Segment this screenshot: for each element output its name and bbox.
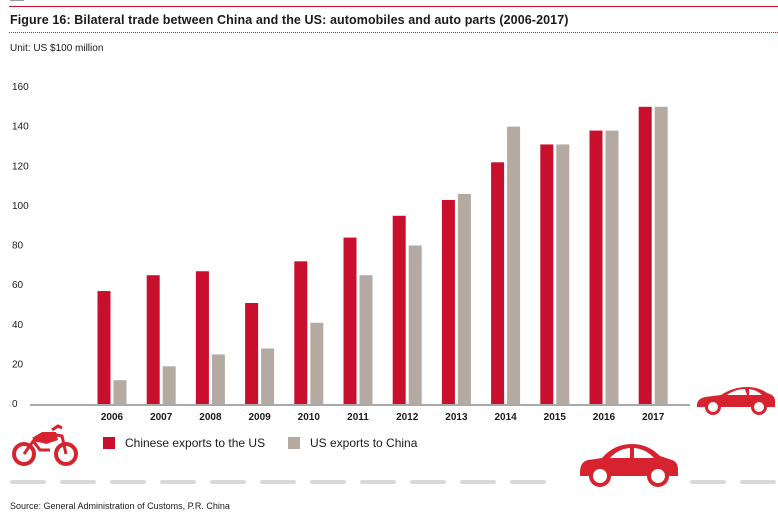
x-tick-label: 2008 — [199, 412, 222, 423]
bar-us-exports — [162, 366, 176, 404]
x-tick-label: 2017 — [642, 412, 665, 423]
legend-label-chinese-exports: Chinese exports to the US — [125, 436, 266, 450]
x-tick-label: 2010 — [298, 412, 321, 423]
bars — [97, 106, 668, 405]
y-tick-label: 80 — [12, 241, 24, 252]
y-tick-label: 140 — [12, 122, 29, 133]
x-tick-label: 2013 — [445, 412, 468, 423]
bar-chinese-exports — [195, 271, 209, 404]
bar-us-exports — [654, 106, 668, 404]
x-axis: 2006 2007 2008 2009 2010 2011 2012 2013 2014 2015… — [101, 412, 665, 423]
top-corner-mark — [10, 0, 24, 4]
bar-us-exports — [310, 322, 324, 404]
x-tick-label: 2014 — [494, 412, 517, 423]
y-tick-label: 100 — [12, 201, 29, 212]
title-divider — [9, 32, 778, 33]
x-tick-label: 2015 — [544, 412, 567, 423]
bar-chinese-exports — [441, 199, 455, 404]
bar-chinese-exports — [294, 261, 308, 404]
bar-chinese-exports — [392, 215, 406, 404]
unit-label: Unit: US $100 million — [10, 43, 104, 54]
bar-chinese-exports — [589, 130, 603, 404]
bar-chinese-exports — [146, 275, 160, 404]
bar-chinese-exports — [245, 302, 259, 404]
bar-chinese-exports — [97, 291, 111, 404]
bar-us-exports — [359, 275, 373, 404]
bar-us-exports — [211, 354, 225, 404]
bar-chinese-exports — [491, 162, 505, 404]
bar-us-exports — [113, 380, 127, 404]
road-dashes — [10, 480, 776, 484]
bar-us-exports — [457, 193, 471, 404]
bar-us-exports — [556, 144, 570, 405]
bar-us-exports — [408, 245, 422, 404]
bar-chinese-exports — [638, 106, 652, 404]
y-tick-label: 160 — [12, 82, 29, 93]
bar-us-exports — [605, 130, 619, 404]
y-tick-label: 0 — [12, 399, 18, 410]
figure-title: Figure 16: Bilateral trade between China… — [10, 13, 569, 27]
legend-item-chinese-exports: Chinese exports to the US — [103, 436, 265, 450]
y-tick-label: 60 — [12, 280, 24, 291]
bar-us-exports — [507, 126, 521, 404]
x-tick-label: 2012 — [396, 412, 419, 423]
bar-chinese-exports — [343, 237, 357, 404]
x-tick-label: 2006 — [101, 412, 124, 423]
legend-swatch-chinese-exports — [103, 437, 115, 449]
motorcycle-icon — [12, 424, 78, 466]
y-tick-label: 40 — [12, 320, 24, 331]
bar-us-exports — [261, 348, 275, 404]
x-tick-label: 2007 — [150, 412, 173, 423]
x-tick-label: 2009 — [248, 412, 271, 423]
y-axis: 0 20 40 60 80 100 120 140 160 — [12, 82, 29, 410]
x-tick-label: 2011 — [347, 412, 369, 423]
y-tick-label: 20 — [12, 359, 24, 370]
x-tick-label: 2016 — [593, 412, 616, 423]
source-note: Source: General Administration of Custom… — [10, 501, 230, 511]
sedan-car-icon — [580, 444, 678, 487]
top-rule — [9, 6, 778, 7]
sports-car-icon — [697, 387, 775, 415]
y-tick-label: 120 — [12, 161, 29, 172]
bar-chinese-exports — [540, 144, 554, 405]
legend-label-us-exports: US exports to China — [310, 436, 418, 450]
legend-item-us-exports: US exports to China — [288, 436, 417, 450]
legend-swatch-us-exports — [288, 437, 300, 449]
